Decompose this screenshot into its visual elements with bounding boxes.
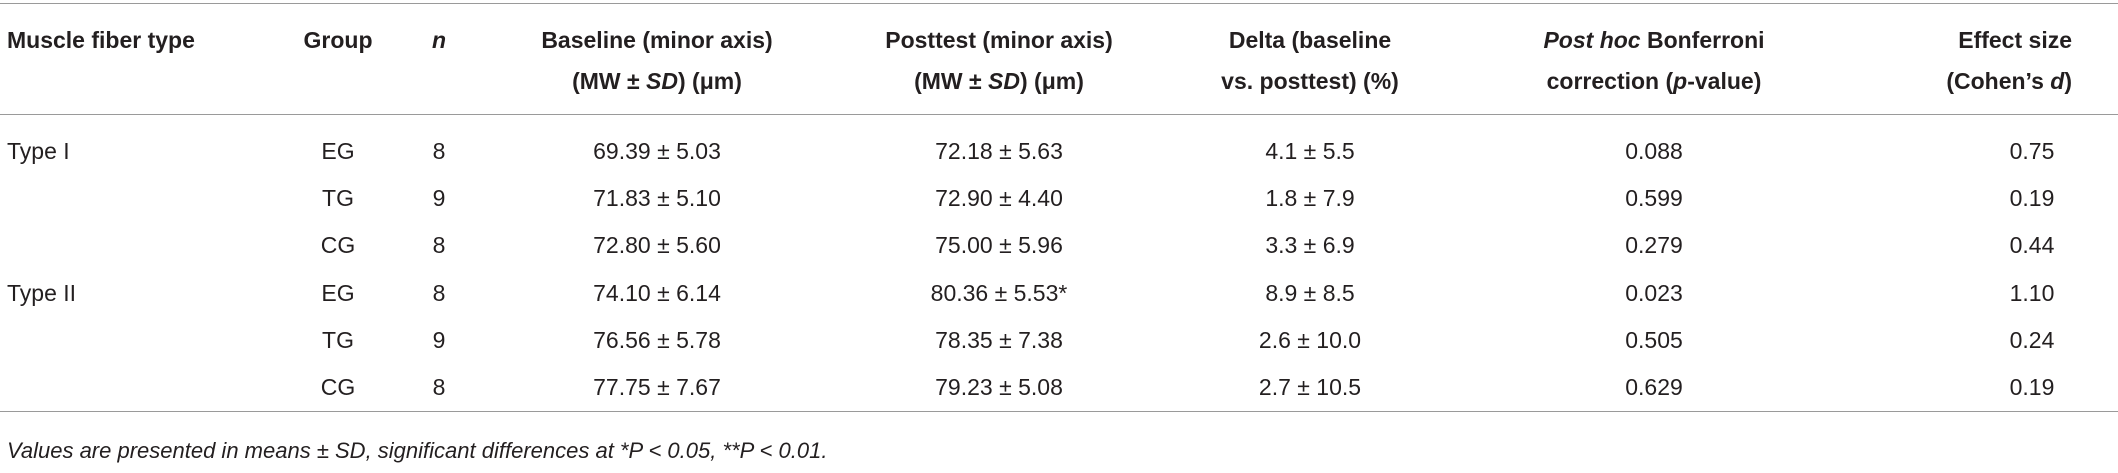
header-text: Muscle fiber type — [7, 27, 195, 53]
footnote: Values are presented in means ± SD, sign… — [7, 438, 828, 463]
table-cell: 8 — [432, 279, 446, 306]
table-cell: 0.19 — [2009, 374, 2055, 400]
table-cell: 9 — [432, 185, 446, 212]
table-cell: EG — [321, 279, 355, 306]
header-text: (Cohen’s — [1946, 68, 2051, 94]
header-text: Baseline (minor axis) — [541, 27, 773, 53]
table-cell: 78.35 ± 7.38 — [935, 326, 1063, 353]
table-cell: 72.80 ± 5.60 — [593, 232, 721, 259]
header-text: (MW ± — [914, 68, 989, 94]
table-cell: 77.75 ± 7.67 — [593, 374, 721, 400]
header-cell: Group — [304, 25, 373, 55]
table-cell: 75.00 ± 5.96 — [935, 232, 1063, 259]
header-text: (MW ± — [572, 68, 647, 94]
header-text: Group — [303, 27, 373, 53]
table-cell: 2.7 ± 10.5 — [1258, 374, 1362, 400]
table-cell: 72.90 ± 4.40 — [935, 185, 1063, 212]
header-text: Bonferroni — [1640, 27, 1765, 53]
header-text: n — [431, 27, 447, 53]
table-cell: 69.39 ± 5.03 — [593, 138, 721, 164]
header-rule — [0, 114, 2118, 115]
table-cell: 0.505 — [1625, 326, 1683, 353]
table-cell: 74.10 ± 6.14 — [593, 279, 721, 306]
header-text: Delta (baseline — [1228, 27, 1392, 53]
table-cell: 8 — [432, 374, 446, 400]
table-cell: 79.23 ± 5.08 — [935, 374, 1063, 400]
table-cell: 80.36 ± 5.53* — [930, 279, 1068, 306]
table-cell: 0.088 — [1625, 138, 1683, 164]
header-cell: Posttest (minor axis) — [885, 25, 1113, 55]
header-text: correction ( — [1546, 68, 1674, 94]
header-cell: vs. posttest) (%) — [1221, 66, 1399, 96]
table-cell: CG — [320, 232, 356, 259]
table-cell: EG — [321, 138, 355, 164]
header-cell: Post hoc Bonferroni — [1543, 25, 1764, 55]
table-cell: TG — [322, 326, 354, 353]
table-cell: 8 — [432, 232, 446, 259]
header-text: Effect size — [1958, 27, 2072, 53]
header-text: Posttest (minor axis) — [885, 27, 1113, 53]
header-text: ) (μm) — [678, 68, 742, 94]
table-cell: 8 — [432, 138, 446, 164]
header-text: -value) — [1687, 68, 1762, 94]
header-text: SD — [646, 68, 678, 94]
table-cell: 0.75 — [2009, 138, 2055, 164]
table-cell: 76.56 ± 5.78 — [593, 326, 721, 353]
table-cell: TG — [322, 185, 354, 212]
header-cell: (Cohen’s d) — [1946, 66, 2072, 96]
header-cell: (MW ± SD) (μm) — [572, 66, 742, 96]
table-cell: 9 — [432, 326, 446, 353]
header-cell: Delta (baseline — [1229, 25, 1391, 55]
header-text: SD — [988, 68, 1020, 94]
header-text: Post hoc — [1543, 27, 1641, 53]
header-cell: n — [432, 25, 446, 55]
table-cell: 3.3 ± 6.9 — [1265, 232, 1355, 259]
header-text: ) — [2064, 68, 2072, 94]
table-cell: 0.629 — [1625, 374, 1683, 400]
table-cell: 0.279 — [1625, 232, 1683, 259]
table-cell: 0.023 — [1625, 279, 1683, 306]
table-cell: 71.83 ± 5.10 — [593, 185, 721, 212]
table-cell: 2.6 ± 10.0 — [1258, 326, 1362, 353]
fiber-type: Type II — [7, 279, 77, 306]
table-cell: 4.1 ± 5.5 — [1265, 138, 1355, 164]
header-text: d — [2050, 68, 2065, 94]
header-text: p — [1673, 68, 1688, 94]
table-cell: 0.19 — [2009, 185, 2055, 212]
header-cell: Effect size — [1958, 25, 2072, 55]
table-cell: 1.8 ± 7.9 — [1265, 185, 1355, 212]
table-cell: 8.9 ± 8.5 — [1265, 279, 1355, 306]
table-cell: 0.24 — [2009, 326, 2055, 353]
top-rule — [0, 3, 2118, 4]
header-cell: (MW ± SD) (μm) — [914, 66, 1084, 96]
header-cell: correction (p-value) — [1547, 66, 1762, 96]
bottom-rule — [0, 411, 2118, 412]
header-text: ) (μm) — [1020, 68, 1084, 94]
header-cell: Muscle fiber type — [7, 25, 195, 55]
header-cell: Baseline (minor axis) — [541, 25, 772, 55]
table-cell: 0.44 — [2009, 232, 2055, 259]
table-cell: CG — [320, 374, 356, 400]
table-cell: 72.18 ± 5.63 — [935, 138, 1063, 164]
table-cell: 0.599 — [1625, 185, 1683, 212]
table-cell: 1.10 — [2009, 279, 2055, 306]
header-text: vs. posttest) (%) — [1221, 68, 1399, 94]
fiber-type: Type I — [7, 138, 70, 164]
